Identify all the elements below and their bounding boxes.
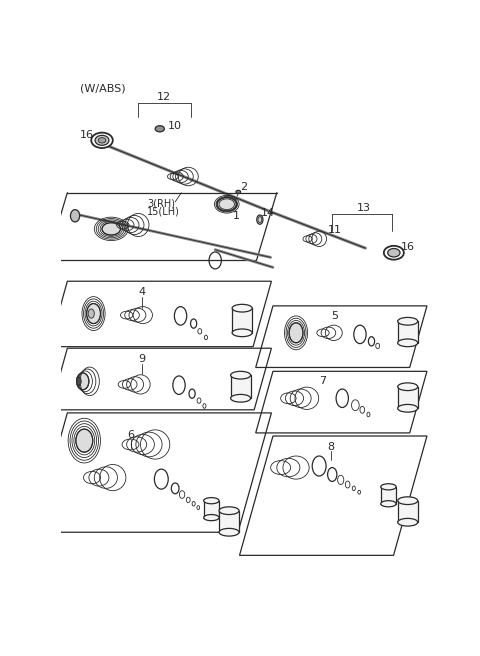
Ellipse shape [398,318,418,325]
Ellipse shape [204,498,219,504]
Ellipse shape [232,304,252,312]
Ellipse shape [230,394,251,402]
Ellipse shape [398,497,418,504]
Polygon shape [232,308,252,333]
Text: 6: 6 [127,430,134,440]
Text: 16: 16 [401,242,415,253]
Text: 8: 8 [327,441,334,452]
Text: 11: 11 [327,226,342,236]
Ellipse shape [76,429,93,452]
Ellipse shape [258,216,262,222]
Polygon shape [398,387,418,408]
Ellipse shape [236,190,240,194]
Polygon shape [230,375,251,398]
Text: 3(RH): 3(RH) [147,199,176,209]
Ellipse shape [384,246,404,260]
Polygon shape [398,501,418,522]
Ellipse shape [86,304,100,323]
Ellipse shape [289,323,303,343]
Text: 2: 2 [240,182,247,192]
Text: (W/ABS): (W/ABS) [81,84,126,94]
Ellipse shape [230,371,251,379]
Text: 12: 12 [157,92,171,102]
Ellipse shape [204,514,219,521]
Text: 14: 14 [261,209,275,218]
Ellipse shape [217,197,237,211]
Ellipse shape [91,133,113,148]
Ellipse shape [102,222,120,235]
Text: 13: 13 [357,203,371,213]
Ellipse shape [77,377,81,385]
Ellipse shape [398,339,418,346]
Polygon shape [204,501,219,518]
Polygon shape [219,510,239,532]
Ellipse shape [398,518,418,526]
Ellipse shape [381,483,396,490]
Text: 16: 16 [80,130,94,140]
Ellipse shape [71,210,80,222]
Ellipse shape [95,135,109,146]
Ellipse shape [398,383,418,390]
Ellipse shape [381,501,396,507]
Text: 15(LH): 15(LH) [147,207,180,217]
Polygon shape [398,321,418,343]
Polygon shape [381,487,396,504]
Ellipse shape [98,138,106,143]
Ellipse shape [88,309,94,318]
Ellipse shape [219,507,239,514]
Ellipse shape [155,126,164,132]
Ellipse shape [232,329,252,337]
Text: 1: 1 [233,211,240,221]
Text: 4: 4 [139,287,145,297]
Ellipse shape [398,405,418,412]
Ellipse shape [77,373,89,390]
Text: 7: 7 [319,377,326,386]
Text: 5: 5 [331,311,338,321]
Text: 10: 10 [168,121,182,131]
Ellipse shape [388,249,400,257]
Text: 9: 9 [139,354,145,364]
Ellipse shape [219,528,239,536]
